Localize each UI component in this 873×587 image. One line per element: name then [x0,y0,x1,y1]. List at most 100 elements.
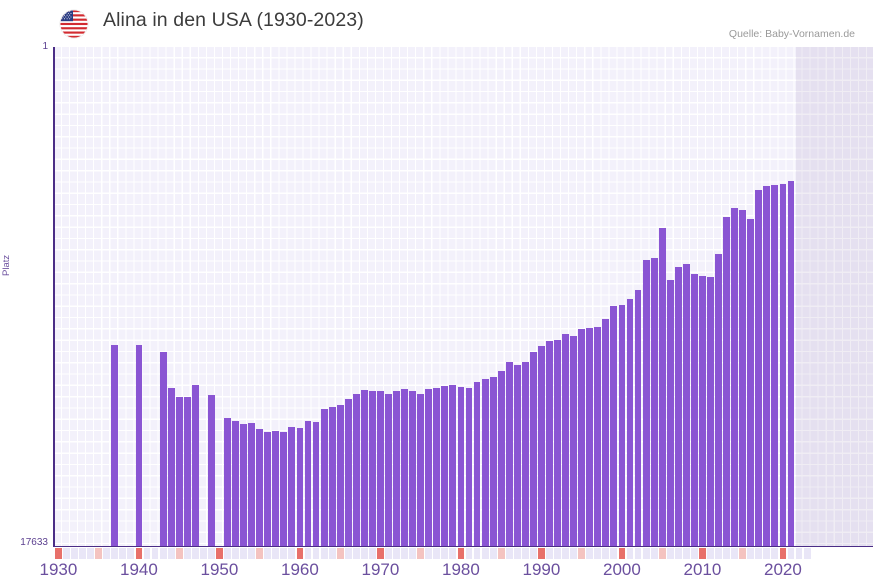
bar-1961[interactable] [304,421,312,546]
year-marker-1963 [320,548,328,559]
bar-1999[interactable] [610,306,618,546]
bar-1976[interactable] [425,389,433,546]
bar-1962[interactable] [312,422,320,546]
bar-1969[interactable] [368,391,376,546]
bar-1995[interactable] [578,329,586,546]
bar-1964[interactable] [328,407,336,546]
bar-1960[interactable] [296,428,304,546]
bar-2003[interactable] [642,260,650,546]
bar-2012[interactable] [715,254,722,546]
year-marker-1988 [521,548,529,559]
bar-2000[interactable] [618,305,626,546]
bar-1992[interactable] [554,340,561,546]
bar-2021[interactable] [787,181,795,546]
bar-1952[interactable] [232,421,239,546]
bar-2009[interactable] [690,274,698,546]
bar-1991[interactable] [546,341,553,546]
bar-2015[interactable] [739,210,747,546]
year-marker-1989 [529,548,537,559]
x-tick-1980: 1980 [442,560,480,579]
year-marker-1971 [385,548,392,559]
bar-1947[interactable] [191,385,199,546]
y-axis-tick-bottom: 17633 [20,537,48,548]
bar-2018[interactable] [763,186,771,546]
bar-1954[interactable] [248,423,256,546]
bar-2004[interactable] [650,258,658,546]
bar-1970[interactable] [377,391,384,546]
bar-1971[interactable] [385,394,392,546]
bar-1945[interactable] [175,397,183,546]
year-marker-1990 [538,548,545,559]
bar-1972[interactable] [393,391,400,546]
bar-1946[interactable] [183,397,191,546]
bar-1957[interactable] [272,431,280,546]
bar-1984[interactable] [489,377,497,546]
bar-1983[interactable] [481,379,489,546]
bar-1937[interactable] [111,345,119,546]
bar-1990[interactable] [538,346,545,546]
year-marker-1950 [216,548,223,559]
bar-1974[interactable] [409,391,417,546]
bar-1975[interactable] [417,394,425,546]
bar-1998[interactable] [602,319,610,546]
bar-1986[interactable] [505,362,513,546]
bar-2007[interactable] [674,267,682,546]
year-marker-2004 [650,548,658,559]
y-axis-line [53,47,55,547]
x-tick-1940: 1940 [120,560,158,579]
year-marker-1943 [159,548,167,559]
bar-1993[interactable] [562,334,570,546]
bar-2020[interactable] [779,184,787,546]
bar-2002[interactable] [634,290,642,546]
bar-2011[interactable] [707,277,714,546]
year-marker-1930 [55,548,62,559]
bar-1968[interactable] [360,390,368,546]
bar-1997[interactable] [594,327,602,546]
bar-1956[interactable] [264,432,272,546]
bar-2013[interactable] [723,217,731,546]
bar-2016[interactable] [747,219,755,546]
chart-title: Alina in den USA (1930-2023) [103,9,364,31]
bar-2014[interactable] [731,208,739,546]
year-marker-2007 [674,548,682,559]
bar-2008[interactable] [682,264,690,546]
x-tick-1930: 1930 [39,560,78,579]
bar-1994[interactable] [570,336,578,546]
year-marker-1949 [207,548,215,559]
bar-1973[interactable] [401,389,409,546]
bar-1985[interactable] [497,371,505,546]
bar-1943[interactable] [159,352,167,546]
bar-1967[interactable] [352,394,360,546]
year-marker-1965 [336,548,344,559]
bar-1940[interactable] [135,345,143,546]
bar-1996[interactable] [586,328,594,546]
bar-1980[interactable] [457,387,465,546]
year-marker-2019 [771,548,779,559]
bar-1951[interactable] [224,418,231,546]
bar-1965[interactable] [336,405,344,546]
bar-2019[interactable] [771,185,779,546]
bar-1989[interactable] [529,352,537,546]
bar-2001[interactable] [626,299,634,546]
year-marker-1985 [497,548,505,559]
bar-1949[interactable] [207,395,215,546]
bar-2010[interactable] [699,276,706,546]
bar-1977[interactable] [433,388,441,546]
bar-2006[interactable] [666,280,674,546]
bar-1982[interactable] [473,382,481,546]
bar-1959[interactable] [288,427,296,546]
bar-1955[interactable] [256,429,264,546]
bar-1966[interactable] [344,399,352,546]
bar-1981[interactable] [465,388,473,546]
bar-1988[interactable] [521,362,529,546]
bar-2017[interactable] [755,190,763,546]
bar-1953[interactable] [240,424,248,546]
bar-1978[interactable] [441,386,449,546]
bar-2005[interactable] [658,228,666,546]
bar-1944[interactable] [167,388,175,546]
bar-1979[interactable] [449,385,457,546]
bar-1963[interactable] [320,409,328,546]
bar-1987[interactable] [513,365,521,546]
year-marker-2016 [747,548,755,559]
bar-1958[interactable] [280,432,288,546]
